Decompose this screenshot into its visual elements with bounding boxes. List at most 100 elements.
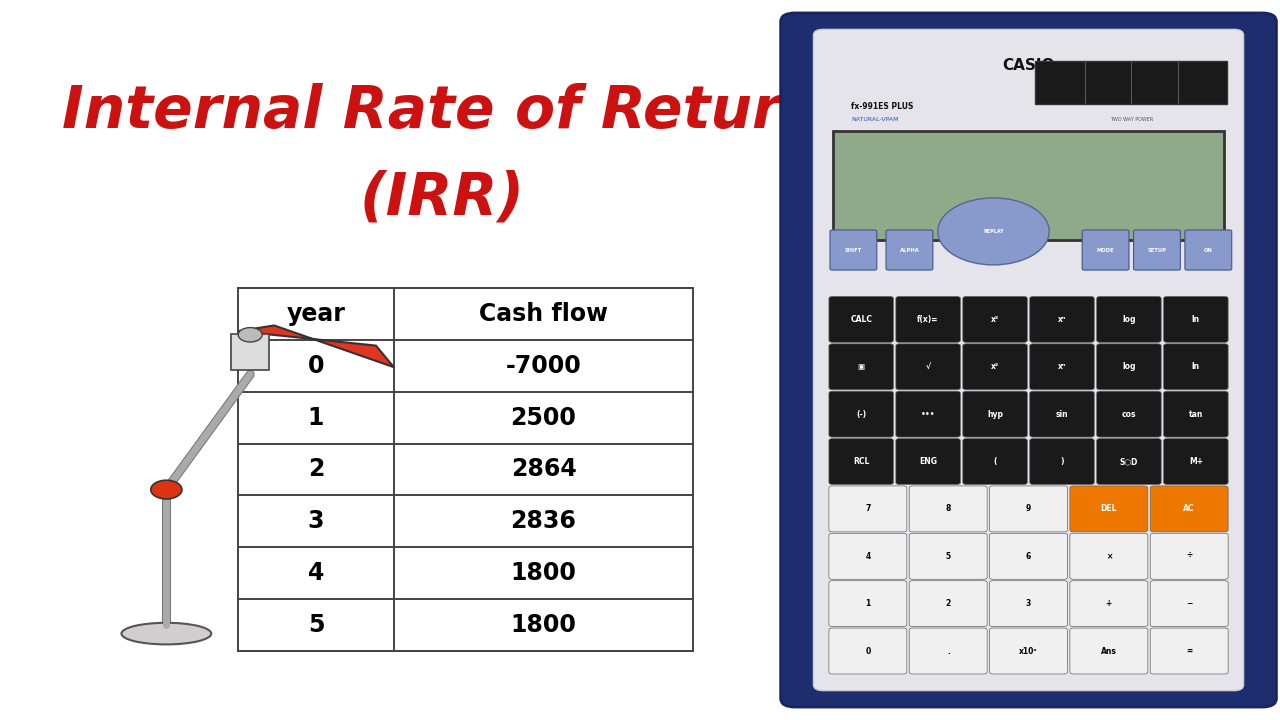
FancyBboxPatch shape (814, 30, 1244, 690)
Text: log: log (1123, 315, 1135, 324)
FancyBboxPatch shape (963, 344, 1028, 390)
Text: ALPHA: ALPHA (900, 248, 919, 253)
Text: −: − (1187, 599, 1193, 608)
Text: AC: AC (1184, 505, 1196, 513)
Text: SETUP: SETUP (1147, 248, 1166, 253)
Text: 0: 0 (865, 647, 870, 655)
Text: 1800: 1800 (511, 613, 576, 637)
FancyBboxPatch shape (829, 486, 906, 532)
FancyBboxPatch shape (829, 297, 893, 343)
FancyBboxPatch shape (1164, 297, 1228, 343)
Text: 2: 2 (946, 599, 951, 608)
FancyBboxPatch shape (829, 230, 877, 270)
FancyBboxPatch shape (1070, 486, 1148, 532)
FancyBboxPatch shape (1029, 391, 1094, 437)
Text: ON: ON (1204, 248, 1212, 253)
Text: Cash flow: Cash flow (479, 302, 608, 326)
Text: RCL: RCL (852, 457, 869, 466)
Polygon shape (238, 325, 394, 367)
Text: CALC: CALC (850, 315, 872, 324)
Text: sin: sin (1056, 410, 1069, 418)
Text: •••: ••• (920, 410, 936, 418)
Text: 9: 9 (1025, 505, 1032, 513)
FancyBboxPatch shape (896, 344, 960, 390)
FancyBboxPatch shape (1029, 297, 1094, 343)
Ellipse shape (122, 623, 211, 644)
Text: 1: 1 (865, 599, 870, 608)
FancyBboxPatch shape (989, 534, 1068, 580)
Text: =: = (1187, 647, 1192, 655)
FancyBboxPatch shape (909, 581, 987, 626)
Text: year: year (287, 302, 346, 326)
Text: 2: 2 (308, 457, 324, 482)
Text: log: log (1123, 362, 1135, 372)
Text: xⁿ: xⁿ (1057, 362, 1066, 372)
Text: 4: 4 (308, 561, 324, 585)
FancyBboxPatch shape (1134, 230, 1180, 270)
FancyBboxPatch shape (989, 581, 1068, 626)
Text: M+: M+ (1189, 457, 1203, 466)
FancyBboxPatch shape (1097, 297, 1161, 343)
Text: 5: 5 (946, 552, 951, 561)
FancyBboxPatch shape (963, 391, 1028, 437)
Text: ): ) (1060, 457, 1064, 466)
FancyBboxPatch shape (1164, 391, 1228, 437)
FancyBboxPatch shape (829, 344, 893, 390)
FancyBboxPatch shape (1097, 344, 1161, 390)
FancyBboxPatch shape (963, 297, 1028, 343)
Text: x²: x² (991, 362, 1000, 372)
FancyBboxPatch shape (886, 230, 933, 270)
FancyBboxPatch shape (829, 534, 906, 580)
FancyBboxPatch shape (781, 13, 1276, 707)
FancyBboxPatch shape (1070, 628, 1148, 674)
Text: ▣: ▣ (858, 362, 865, 372)
FancyBboxPatch shape (963, 438, 1028, 485)
Text: ×: × (1106, 552, 1112, 561)
FancyBboxPatch shape (1070, 534, 1148, 580)
Text: 1: 1 (308, 405, 324, 430)
FancyBboxPatch shape (1029, 438, 1094, 485)
FancyBboxPatch shape (1151, 486, 1228, 532)
Text: 2500: 2500 (511, 405, 576, 430)
Text: -7000: -7000 (506, 354, 581, 378)
Text: √: √ (925, 362, 931, 372)
FancyBboxPatch shape (896, 438, 960, 485)
Text: 3: 3 (1025, 599, 1032, 608)
Text: MODE: MODE (1097, 248, 1115, 253)
Text: (: ( (993, 457, 997, 466)
FancyBboxPatch shape (829, 581, 906, 626)
FancyBboxPatch shape (989, 628, 1068, 674)
FancyBboxPatch shape (1151, 581, 1228, 626)
Text: TWO WAY POWER: TWO WAY POWER (1110, 117, 1153, 122)
FancyBboxPatch shape (829, 391, 893, 437)
FancyBboxPatch shape (1029, 344, 1094, 390)
Text: Ans: Ans (1101, 647, 1116, 655)
Circle shape (151, 480, 182, 499)
Text: 1800: 1800 (511, 561, 576, 585)
Text: fx-991ES PLUS: fx-991ES PLUS (851, 102, 914, 111)
FancyBboxPatch shape (833, 131, 1224, 240)
FancyBboxPatch shape (1082, 230, 1129, 270)
FancyBboxPatch shape (1097, 438, 1161, 485)
FancyBboxPatch shape (1151, 628, 1228, 674)
FancyBboxPatch shape (238, 288, 694, 651)
Text: 0: 0 (307, 354, 324, 378)
FancyBboxPatch shape (1164, 438, 1228, 485)
FancyBboxPatch shape (896, 297, 960, 343)
FancyBboxPatch shape (989, 486, 1068, 532)
Text: x10ˣ: x10ˣ (1019, 647, 1038, 655)
Text: 4: 4 (865, 552, 870, 561)
Text: x²: x² (991, 315, 1000, 324)
Text: 7: 7 (865, 505, 870, 513)
Text: 5: 5 (307, 613, 324, 637)
Text: ÷: ÷ (1187, 552, 1192, 561)
FancyBboxPatch shape (1151, 534, 1228, 580)
FancyBboxPatch shape (1097, 391, 1161, 437)
Text: +: + (1106, 599, 1112, 608)
Text: tan: tan (1189, 410, 1203, 418)
Text: .: . (947, 647, 950, 655)
Text: REPLAY: REPLAY (983, 229, 1004, 234)
Text: DEL: DEL (1101, 505, 1117, 513)
FancyBboxPatch shape (909, 486, 987, 532)
Text: (-): (-) (856, 410, 867, 418)
